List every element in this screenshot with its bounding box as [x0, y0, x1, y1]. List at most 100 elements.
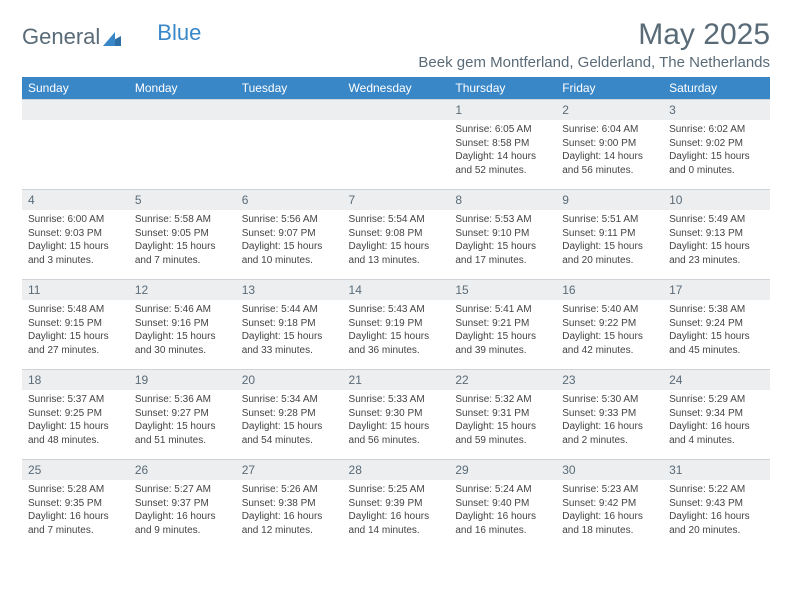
calendar-week-row: 11Sunrise: 5:48 AMSunset: 9:15 PMDayligh… — [22, 280, 770, 370]
sunrise-text: Sunrise: 5:22 AM — [669, 483, 764, 497]
daylight-text: Daylight: 15 hours and 33 minutes. — [242, 330, 337, 357]
daylight-text: Daylight: 15 hours and 7 minutes. — [135, 240, 230, 267]
daylight-text: Daylight: 15 hours and 36 minutes. — [349, 330, 444, 357]
sunrise-text: Sunrise: 5:40 AM — [562, 303, 657, 317]
sunset-text: Sunset: 9:16 PM — [135, 317, 230, 331]
day-content: Sunrise: 5:48 AMSunset: 9:15 PMDaylight:… — [22, 300, 129, 360]
calendar-day-cell: 11Sunrise: 5:48 AMSunset: 9:15 PMDayligh… — [22, 280, 129, 370]
calendar-day-cell: 7Sunrise: 5:54 AMSunset: 9:08 PMDaylight… — [343, 190, 450, 280]
weekday-header: Thursday — [449, 77, 556, 100]
day-number: 9 — [556, 190, 663, 210]
daylight-text: Daylight: 15 hours and 17 minutes. — [455, 240, 550, 267]
sunrise-text: Sunrise: 5:25 AM — [349, 483, 444, 497]
calendar-day-cell — [343, 100, 450, 190]
sunset-text: Sunset: 9:42 PM — [562, 497, 657, 511]
sunrise-text: Sunrise: 5:34 AM — [242, 393, 337, 407]
sunset-text: Sunset: 9:34 PM — [669, 407, 764, 421]
sunset-text: Sunset: 9:33 PM — [562, 407, 657, 421]
title-block: May 2025 Beek gem Montferland, Gelderlan… — [418, 18, 770, 71]
calendar-day-cell: 13Sunrise: 5:44 AMSunset: 9:18 PMDayligh… — [236, 280, 343, 370]
day-content: Sunrise: 6:02 AMSunset: 9:02 PMDaylight:… — [663, 120, 770, 180]
day-content: Sunrise: 5:56 AMSunset: 9:07 PMDaylight:… — [236, 210, 343, 270]
day-content: Sunrise: 5:29 AMSunset: 9:34 PMDaylight:… — [663, 390, 770, 450]
sunrise-text: Sunrise: 6:02 AM — [669, 123, 764, 137]
day-content: Sunrise: 5:40 AMSunset: 9:22 PMDaylight:… — [556, 300, 663, 360]
calendar-day-cell: 2Sunrise: 6:04 AMSunset: 9:00 PMDaylight… — [556, 100, 663, 190]
sunrise-text: Sunrise: 5:37 AM — [28, 393, 123, 407]
sunset-text: Sunset: 9:30 PM — [349, 407, 444, 421]
sunrise-text: Sunrise: 5:58 AM — [135, 213, 230, 227]
day-content: Sunrise: 5:51 AMSunset: 9:11 PMDaylight:… — [556, 210, 663, 270]
weekday-header: Wednesday — [343, 77, 450, 100]
sunrise-text: Sunrise: 5:54 AM — [349, 213, 444, 227]
daylight-text: Daylight: 15 hours and 48 minutes. — [28, 420, 123, 447]
daylight-text: Daylight: 15 hours and 54 minutes. — [242, 420, 337, 447]
calendar-body: 1Sunrise: 6:05 AMSunset: 8:58 PMDaylight… — [22, 100, 770, 550]
day-content: Sunrise: 5:49 AMSunset: 9:13 PMDaylight:… — [663, 210, 770, 270]
day-content: Sunrise: 5:41 AMSunset: 9:21 PMDaylight:… — [449, 300, 556, 360]
weekday-header: Sunday — [22, 77, 129, 100]
sunrise-text: Sunrise: 5:33 AM — [349, 393, 444, 407]
calendar-day-cell: 19Sunrise: 5:36 AMSunset: 9:27 PMDayligh… — [129, 370, 236, 460]
sunrise-text: Sunrise: 5:29 AM — [669, 393, 764, 407]
day-number: 2 — [556, 100, 663, 120]
header: General Blue May 2025 Beek gem Montferla… — [22, 18, 770, 71]
day-number: 27 — [236, 460, 343, 480]
day-content: Sunrise: 5:24 AMSunset: 9:40 PMDaylight:… — [449, 480, 556, 540]
sunset-text: Sunset: 9:35 PM — [28, 497, 123, 511]
daylight-text: Daylight: 14 hours and 56 minutes. — [562, 150, 657, 177]
calendar-day-cell: 6Sunrise: 5:56 AMSunset: 9:07 PMDaylight… — [236, 190, 343, 280]
day-number: 13 — [236, 280, 343, 300]
sunset-text: Sunset: 9:10 PM — [455, 227, 550, 241]
sunrise-text: Sunrise: 5:30 AM — [562, 393, 657, 407]
weekday-header: Saturday — [663, 77, 770, 100]
day-content: Sunrise: 5:26 AMSunset: 9:38 PMDaylight:… — [236, 480, 343, 540]
sunrise-text: Sunrise: 5:28 AM — [28, 483, 123, 497]
calendar-week-row: 4Sunrise: 6:00 AMSunset: 9:03 PMDaylight… — [22, 190, 770, 280]
day-number: 5 — [129, 190, 236, 210]
sunset-text: Sunset: 9:07 PM — [242, 227, 337, 241]
sunrise-text: Sunrise: 5:51 AM — [562, 213, 657, 227]
sunset-text: Sunset: 9:43 PM — [669, 497, 764, 511]
calendar-head: SundayMondayTuesdayWednesdayThursdayFrid… — [22, 77, 770, 100]
day-number: 8 — [449, 190, 556, 210]
day-content: Sunrise: 5:27 AMSunset: 9:37 PMDaylight:… — [129, 480, 236, 540]
calendar-day-cell: 22Sunrise: 5:32 AMSunset: 9:31 PMDayligh… — [449, 370, 556, 460]
day-content: Sunrise: 5:37 AMSunset: 9:25 PMDaylight:… — [22, 390, 129, 450]
sunset-text: Sunset: 9:24 PM — [669, 317, 764, 331]
calendar-day-cell: 12Sunrise: 5:46 AMSunset: 9:16 PMDayligh… — [129, 280, 236, 370]
day-number: 29 — [449, 460, 556, 480]
logo-text-general: General — [22, 24, 100, 50]
day-content: Sunrise: 6:00 AMSunset: 9:03 PMDaylight:… — [22, 210, 129, 270]
calendar-day-cell — [22, 100, 129, 190]
daylight-text: Daylight: 15 hours and 20 minutes. — [562, 240, 657, 267]
location-text: Beek gem Montferland, Gelderland, The Ne… — [418, 54, 770, 71]
day-content — [22, 120, 129, 170]
daylight-text: Daylight: 15 hours and 59 minutes. — [455, 420, 550, 447]
daylight-text: Daylight: 16 hours and 12 minutes. — [242, 510, 337, 537]
calendar-day-cell: 8Sunrise: 5:53 AMSunset: 9:10 PMDaylight… — [449, 190, 556, 280]
day-content: Sunrise: 6:05 AMSunset: 8:58 PMDaylight:… — [449, 120, 556, 180]
calendar-day-cell: 26Sunrise: 5:27 AMSunset: 9:37 PMDayligh… — [129, 460, 236, 550]
day-number: 31 — [663, 460, 770, 480]
month-title: May 2025 — [418, 18, 770, 52]
daylight-text: Daylight: 15 hours and 23 minutes. — [669, 240, 764, 267]
day-number: 1 — [449, 100, 556, 120]
calendar-day-cell: 30Sunrise: 5:23 AMSunset: 9:42 PMDayligh… — [556, 460, 663, 550]
sunset-text: Sunset: 9:27 PM — [135, 407, 230, 421]
day-number — [129, 100, 236, 120]
daylight-text: Daylight: 15 hours and 0 minutes. — [669, 150, 764, 177]
day-content: Sunrise: 5:38 AMSunset: 9:24 PMDaylight:… — [663, 300, 770, 360]
sunset-text: Sunset: 9:39 PM — [349, 497, 444, 511]
daylight-text: Daylight: 16 hours and 7 minutes. — [28, 510, 123, 537]
sunset-text: Sunset: 9:38 PM — [242, 497, 337, 511]
day-content: Sunrise: 5:43 AMSunset: 9:19 PMDaylight:… — [343, 300, 450, 360]
sunrise-text: Sunrise: 5:43 AM — [349, 303, 444, 317]
calendar-day-cell: 21Sunrise: 5:33 AMSunset: 9:30 PMDayligh… — [343, 370, 450, 460]
day-number: 15 — [449, 280, 556, 300]
sunset-text: Sunset: 9:37 PM — [135, 497, 230, 511]
calendar-day-cell — [236, 100, 343, 190]
calendar-day-cell: 18Sunrise: 5:37 AMSunset: 9:25 PMDayligh… — [22, 370, 129, 460]
sunset-text: Sunset: 9:22 PM — [562, 317, 657, 331]
day-content: Sunrise: 5:34 AMSunset: 9:28 PMDaylight:… — [236, 390, 343, 450]
